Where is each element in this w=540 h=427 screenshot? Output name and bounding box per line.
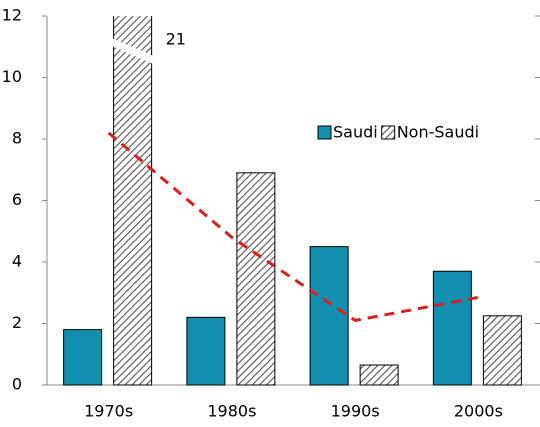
x-tick-label: 1980s [207, 402, 256, 421]
y-tick-label: 2 [12, 313, 22, 332]
x-tick-label: 1970s [84, 402, 133, 421]
y-tick-label: 4 [12, 252, 22, 271]
bar [113, 16, 153, 386]
y-tick-label: 8 [12, 129, 22, 148]
y-tick-label: 12 [2, 6, 22, 25]
bar [359, 364, 399, 386]
bar [482, 315, 522, 386]
bar [309, 246, 349, 386]
y-tick-label: 6 [12, 190, 22, 209]
bar [432, 270, 472, 386]
legend-label: Non-Saudi [397, 123, 479, 142]
x-tick-label: 2000s [454, 402, 503, 421]
y-tick-label: 10 [2, 67, 22, 86]
x-tick-label: 1990s [331, 402, 380, 421]
legend-swatch [381, 125, 396, 140]
bar [63, 329, 103, 386]
data-label: 21 [166, 30, 186, 49]
trend-line [107, 131, 479, 323]
legend-swatch [317, 125, 332, 140]
plot-area [63, 16, 522, 386]
bar [236, 172, 276, 386]
legend-label: Saudi [333, 123, 378, 142]
bar [186, 316, 226, 386]
axis-break [111, 38, 154, 64]
y-tick-label: 0 [12, 375, 22, 394]
